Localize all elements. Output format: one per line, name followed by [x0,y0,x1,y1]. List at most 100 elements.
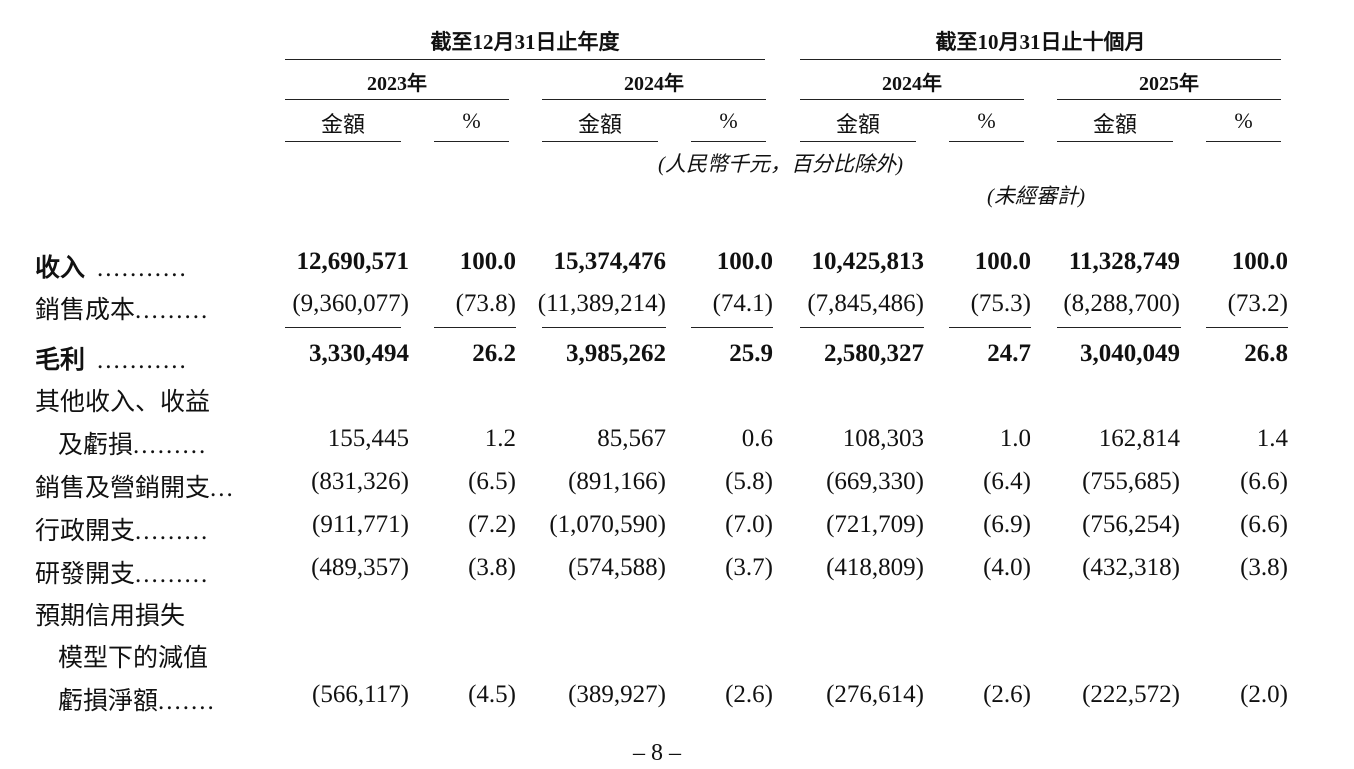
amount-header: 金額 [320,112,365,137]
cell-percent-2024: 100.0 [716,248,773,275]
row-label-text: 模型下的減值 [58,645,209,672]
percent-header: % [462,108,481,133]
row-label-text: 毛利 [35,347,86,374]
cell-percent-2024-10m: 1.0 [999,425,1031,452]
cell-amount-2024: (1,070,590) [549,511,666,538]
subtotal-rule [691,327,773,328]
row-label: 銷售成本......... [35,290,209,326]
cell-amount-2024: (11,389,214) [537,290,666,317]
subtotal-rule [542,327,666,328]
row-label: 虧損淨額....... [58,681,216,717]
leader-dots: ......... [135,518,210,545]
cell-percent-2024-10m: 24.7 [987,340,1031,367]
cell-amount-2024-10m: (418,809) [826,554,924,581]
amount-header: 金額 [1092,112,1137,137]
cell-amount-2024-10m: 10,425,813 [811,248,925,275]
group-rule [285,59,765,60]
cell-percent-2023: (4.5) [468,681,516,708]
period-header-year: 截至12月31日止年度 [430,30,620,54]
row-label-text: 虧損淨額 [58,688,159,715]
cell-percent-2023: 100.0 [459,248,516,275]
cell-amount-2023: 155,445 [327,425,409,452]
cell-amount-2025-10m: 3,040,049 [1080,340,1180,367]
cell-amount-2023: (566,117) [312,681,409,708]
cell-amount-2025-10m: (222,572) [1082,681,1180,708]
column-rule [542,141,658,142]
cell-percent-2024: 25.9 [729,340,773,367]
percent-header: % [1234,108,1253,133]
cell-percent-2023: (7.2) [468,511,516,538]
leader-dots: ......... [135,561,210,588]
year-header: 2025年 [1139,73,1199,95]
row-label-text: 收入 [35,255,86,282]
column-rule [800,141,916,142]
year-header: 2024年 [882,73,942,95]
leader-dots: ....... [158,688,216,715]
year-rule [800,99,1024,100]
cell-percent-2024-10m: (4.0) [983,554,1031,581]
year-rule [542,99,766,100]
cell-percent-2025-10m: (6.6) [1240,468,1288,495]
cell-percent-2024-10m: (75.3) [970,290,1031,317]
cell-percent-2024: (7.0) [725,511,773,538]
row-label: 及虧損......... [58,425,207,461]
cell-percent-2025-10m: (3.8) [1240,554,1288,581]
amount-header: 金額 [577,112,622,137]
cell-percent-2023: 26.2 [472,340,516,367]
cell-amount-2025-10m: (8,288,700) [1063,290,1180,317]
column-rule [285,141,401,142]
cell-percent-2025-10m: (6.6) [1240,511,1288,538]
row-label: 行政開支......... [35,511,209,547]
cell-percent-2023: (73.8) [455,290,516,317]
cell-amount-2024-10m: 2,580,327 [824,340,924,367]
cell-amount-2024-10m: (276,614) [826,681,924,708]
cell-amount-2023: 12,690,571 [296,248,410,275]
row-label-text: 行政開支 [35,518,136,545]
cell-percent-2024-10m: (6.4) [983,468,1031,495]
cell-percent-2023: (6.5) [468,468,516,495]
column-rule [1057,141,1173,142]
cell-amount-2024: 85,567 [597,425,666,452]
percent-header: % [977,108,996,133]
leader-dots: ... [210,475,235,502]
column-rule [691,141,766,142]
subtotal-rule [285,327,401,328]
cell-amount-2025-10m: 11,328,749 [1068,248,1180,275]
row-label-text: 研發開支 [35,561,136,588]
subtotal-rule [800,327,924,328]
subtotal-rule [1206,327,1288,328]
row-label: 收入........... [35,248,188,284]
cell-percent-2024: (3.7) [725,554,773,581]
cell-amount-2024-10m: (7,845,486) [807,290,924,317]
column-rule [434,141,509,142]
period-header-ten-months: 截至10月31日止十個月 [935,30,1146,54]
cell-percent-2023: (3.8) [468,554,516,581]
unaudited-note: (未經審計) [987,184,1085,208]
cell-percent-2024-10m: 100.0 [974,248,1031,275]
row-label-text: 預期信用損失 [35,603,186,630]
column-rule [949,141,1024,142]
cell-percent-2025-10m: (73.2) [1227,290,1288,317]
row-label: 毛利........... [35,340,188,376]
cell-percent-2025-10m: 100.0 [1231,248,1288,275]
cell-percent-2024: 0.6 [741,425,773,452]
row-label-text: 其他收入、收益 [35,389,211,416]
cell-amount-2024: (891,166) [568,468,666,495]
amount-header: 金額 [835,112,880,137]
cell-amount-2024: (389,927) [568,681,666,708]
row-label: 研發開支......... [35,554,209,590]
cell-amount-2024-10m: 108,303 [842,425,924,452]
row-label: 其他收入、收益 [35,382,210,418]
cell-amount-2024: (574,588) [568,554,666,581]
cell-percent-2025-10m: (2.0) [1240,681,1288,708]
cell-amount-2023: 3,330,494 [309,340,409,367]
cell-amount-2023: (9,360,077) [292,290,409,317]
cell-amount-2024: 3,985,262 [566,340,666,367]
cell-percent-2024: (74.1) [712,290,773,317]
row-label: 模型下的減值 [58,638,208,674]
year-header: 2024年 [624,73,684,95]
subtotal-rule [1057,327,1181,328]
row-label: 預期信用損失 [35,596,185,632]
page-number: – 8 – [633,740,681,766]
year-header: 2023年 [367,73,427,95]
